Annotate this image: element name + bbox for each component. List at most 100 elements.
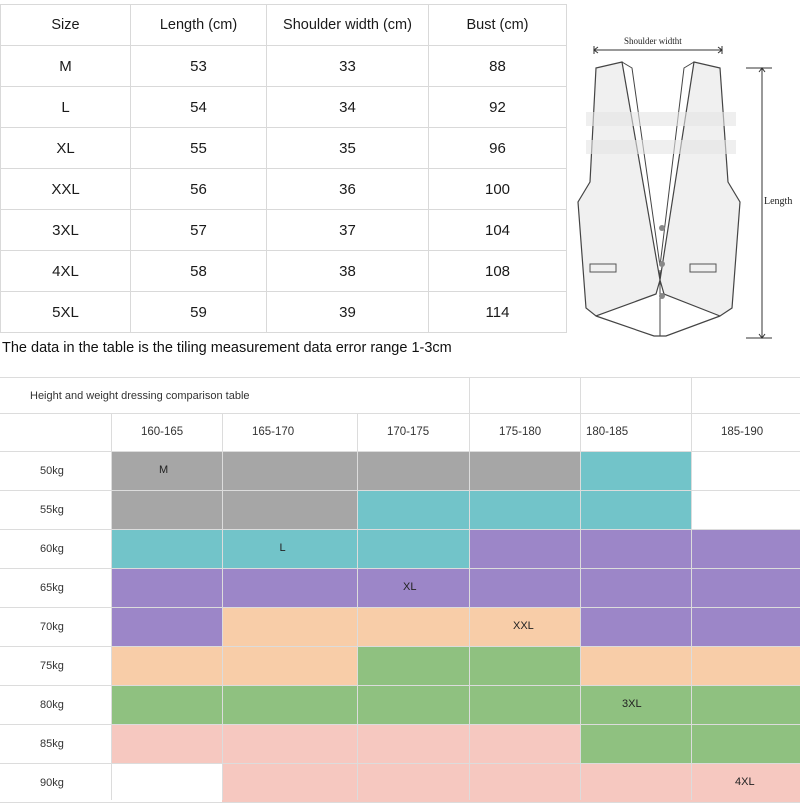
shoulder-cell: 39 [266, 291, 429, 333]
size-zone-cell [222, 763, 357, 802]
size-zone-label: M [159, 464, 169, 476]
size-zone-cell [691, 529, 800, 568]
weight-label: 90kg [40, 776, 64, 789]
grid-line [0, 568, 800, 569]
size-cell: 3XL [0, 209, 131, 251]
weight-label: 65kg [40, 581, 64, 594]
size-row: 4XL 58 38 108 [0, 250, 567, 292]
height-header: 165-170 [252, 426, 295, 438]
grid-line [0, 529, 800, 530]
size-zone-cell [357, 724, 469, 763]
size-row: XL 55 35 96 [0, 127, 567, 169]
length-cell: 58 [130, 250, 267, 292]
grid-line [0, 724, 800, 725]
size-zone-cell [111, 490, 222, 529]
length-cell: 59 [130, 291, 267, 333]
size-zone-cell [691, 685, 800, 724]
weight-label: 55kg [40, 503, 64, 516]
length-cell: 54 [130, 86, 267, 128]
size-zone-cell [580, 451, 691, 490]
dressing-table-title: Height and weight dressing comparison ta… [30, 390, 250, 402]
size-cell: 5XL [0, 291, 131, 333]
size-zone-cell [111, 685, 222, 724]
size-cell: L [0, 86, 131, 128]
size-zone-cell [580, 607, 691, 646]
size-zone-cell [222, 685, 357, 724]
bust-cell: 100 [428, 168, 567, 210]
size-cell: 4XL [0, 250, 131, 292]
length-cell: 57 [130, 209, 267, 251]
size-cell: XL [0, 127, 131, 169]
size-zone-cell [111, 451, 222, 490]
shoulder-cell: 35 [266, 127, 429, 169]
grid-line [691, 377, 692, 800]
length-cell: 53 [130, 45, 267, 87]
size-zone-cell [357, 490, 469, 529]
size-zone-cell [469, 607, 580, 646]
bust-cell: 104 [428, 209, 567, 251]
bust-cell: 96 [428, 127, 567, 169]
size-zone-cell [111, 763, 222, 802]
length-cell: 56 [130, 168, 267, 210]
size-zone-cell [691, 451, 800, 490]
size-zone-cell [469, 490, 580, 529]
size-zone-label: 3XL [622, 698, 642, 710]
grid-line [357, 413, 358, 800]
size-zone-cell [469, 568, 580, 607]
size-cell: XXL [0, 168, 131, 210]
size-zone-cell [469, 646, 580, 685]
weight-label: 80kg [40, 698, 64, 711]
vest-diagram: Shoulder widtht Length [577, 36, 792, 339]
shoulder-width-label: Shoulder widtht [624, 36, 682, 46]
size-zone-cell [357, 763, 469, 802]
size-row: XXL 56 36 100 [0, 168, 567, 210]
grid-line [580, 377, 581, 800]
grid-line [0, 451, 800, 452]
size-row: L 54 34 92 [0, 86, 567, 128]
size-zone-cell [222, 568, 357, 607]
size-row: M 53 33 88 [0, 45, 567, 87]
grid-line [0, 607, 800, 608]
size-row: 5XL 59 39 114 [0, 291, 567, 333]
grid-line [0, 377, 800, 378]
size-zone-cell [691, 724, 800, 763]
size-zone-label: L [279, 542, 286, 554]
size-zone-cell [580, 646, 691, 685]
size-zone-cell [469, 763, 580, 802]
size-zone-cell [111, 568, 222, 607]
shoulder-cell: 37 [266, 209, 429, 251]
vest-illustration [577, 61, 741, 337]
grid-line [469, 377, 470, 800]
size-zone-cell [469, 529, 580, 568]
size-zone-cell [580, 685, 691, 724]
weight-label: 75kg [40, 659, 64, 672]
bust-cell: 92 [428, 86, 567, 128]
grid-line [0, 413, 800, 414]
size-zone-cell [580, 763, 691, 802]
size-zone-cell [357, 607, 469, 646]
shoulder-cell: 34 [266, 86, 429, 128]
size-zone-cell [357, 451, 469, 490]
shoulder-cell: 33 [266, 45, 429, 87]
height-header: 170-175 [387, 426, 430, 438]
size-zone-cell [111, 607, 222, 646]
size-zone-cell [222, 607, 357, 646]
size-zone-cell [580, 529, 691, 568]
grid-line [0, 646, 800, 647]
size-row: 3XL 57 37 104 [0, 209, 567, 251]
size-zone-cell [469, 724, 580, 763]
weight-label: 60kg [40, 542, 64, 555]
header-shoulder-width: Shoulder width (cm) [266, 4, 429, 46]
size-zone-cell [222, 490, 357, 529]
size-zone-cell [111, 724, 222, 763]
size-zone-cell [691, 646, 800, 685]
grid-line [0, 685, 800, 686]
size-zone-cell [580, 724, 691, 763]
shoulder-cell: 38 [266, 250, 429, 292]
size-zone-cell [691, 490, 800, 529]
bust-cell: 108 [428, 250, 567, 292]
header-size: Size [0, 4, 131, 46]
grid-line [222, 413, 223, 800]
size-zone-cell [222, 724, 357, 763]
length-cell: 55 [130, 127, 267, 169]
